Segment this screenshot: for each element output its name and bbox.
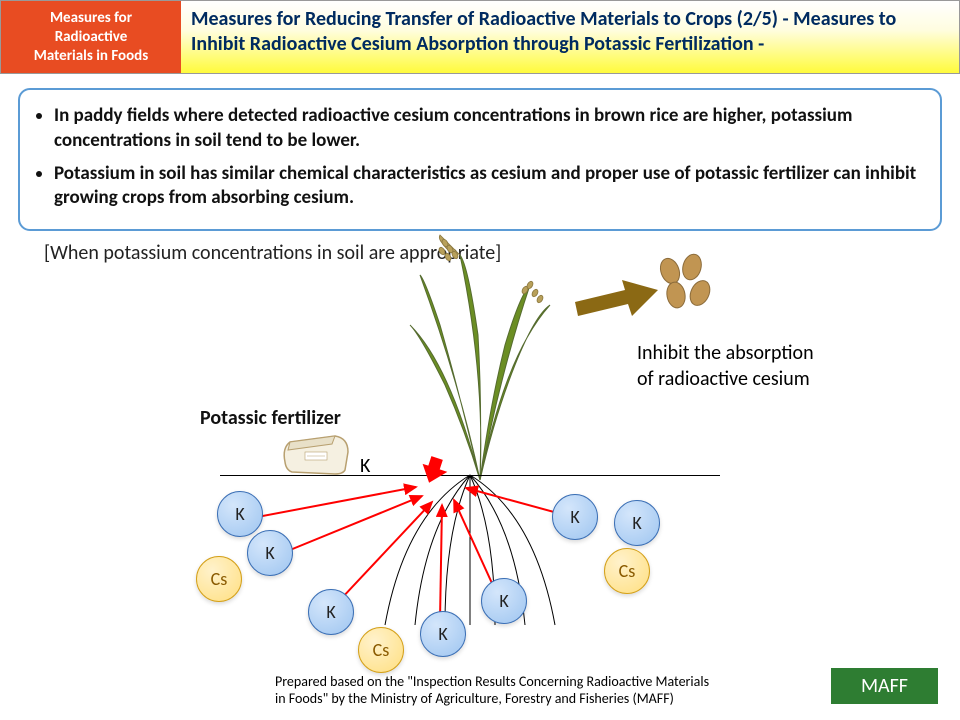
k-circle: K xyxy=(217,491,263,537)
inhibit-text: Inhibit the absorption of radioactive ce… xyxy=(637,340,814,392)
header-bar: Measures for Radioactive Materials in Fo… xyxy=(0,0,960,74)
footer-line: Prepared based on the "Inspection Result… xyxy=(275,674,775,691)
k-circle: K xyxy=(552,494,598,540)
cs-circle: Cs xyxy=(604,548,650,594)
k-circle: K xyxy=(481,578,527,624)
badge-line: Measures for xyxy=(11,9,171,28)
k-circle: K xyxy=(614,500,660,546)
bullet-item: In paddy fields where detected radioacti… xyxy=(54,104,926,153)
inhibit-line: of radioactive cesium xyxy=(637,366,814,392)
diagram-container: Potassic fertilizer K KKKKKKK CsCsCs Inh… xyxy=(140,250,840,650)
badge-line: Materials in Foods xyxy=(11,47,171,66)
maff-badge: MAFF xyxy=(831,668,938,704)
k-circle: K xyxy=(308,589,354,635)
inhibit-line: Inhibit the absorption xyxy=(637,340,814,366)
key-points-box: In paddy fields where detected radioacti… xyxy=(18,88,942,231)
cs-circle: Cs xyxy=(358,627,404,673)
cs-circle: Cs xyxy=(196,556,242,602)
footer-note: Prepared based on the "Inspection Result… xyxy=(275,674,775,708)
brown-arrow-icon xyxy=(570,280,660,320)
footer-line: in Foods" by the Ministry of Agriculture… xyxy=(275,691,775,708)
badge-line: Radioactive xyxy=(11,28,171,47)
k-circle: K xyxy=(247,530,293,576)
rice-grains-icon xyxy=(650,255,730,315)
k-circle: K xyxy=(420,611,466,657)
bullet-item: Potassium in soil has similar chemical c… xyxy=(54,162,926,211)
page-title: Measures for Reducing Transfer of Radioa… xyxy=(181,1,959,73)
header-badge: Measures for Radioactive Materials in Fo… xyxy=(1,1,181,73)
